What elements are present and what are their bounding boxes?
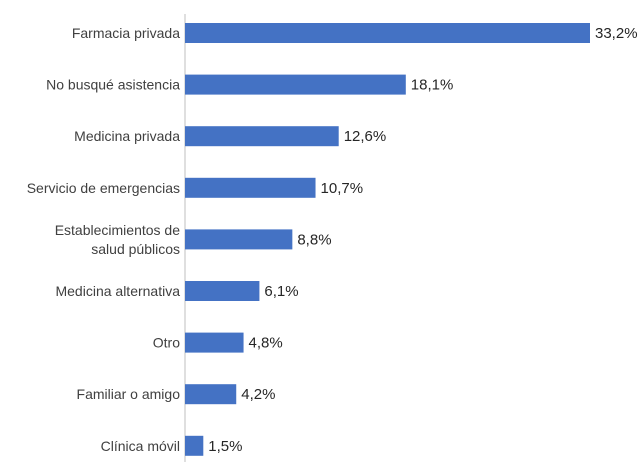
category-label-no-busque-asistencia: No busqué asistencia [46, 77, 180, 93]
data-label-otro: 4,8% [249, 335, 283, 352]
category-label-line: Clínica móvil [101, 438, 180, 454]
data-label-clinica-movil: 1,5% [208, 438, 242, 455]
data-label-servicio-de-emergencias: 10,7% [321, 180, 364, 197]
bar-clinica-movil [185, 435, 204, 456]
bars-group [185, 23, 590, 456]
category-label-medicina-alternativa: Medicina alternativa [55, 283, 180, 299]
data-label-medicina-alternativa: 6,1% [264, 283, 298, 300]
category-label-establecimientos-de-salud-publicos: Establecimientos de salud públicos [55, 222, 181, 257]
bar-medicina-privada [185, 126, 339, 147]
bar-otro [185, 332, 244, 353]
category-label-line: No busqué asistencia [46, 77, 180, 93]
data-label-farmacia-privada: 33,2% [595, 25, 638, 42]
category-label-line: Medicina privada [74, 128, 180, 144]
data-label-no-busque-asistencia: 18,1% [411, 77, 454, 94]
bar-no-busque-asistencia [185, 74, 406, 95]
category-label-line: salud públicos [91, 241, 180, 257]
category-label-familiar-o-amigo: Familiar o amigo [77, 386, 181, 402]
category-label-servicio-de-emergencias: Servicio de emergencias [27, 180, 180, 196]
data-label-familiar-o-amigo: 4,2% [241, 386, 275, 403]
category-label-line: Medicina alternativa [55, 283, 180, 299]
data-label-establecimientos-de-salud-publicos: 8,8% [297, 231, 331, 248]
bar-servicio-de-emergencias [185, 177, 316, 198]
category-label-line: Establecimientos de [55, 222, 181, 238]
category-label-medicina-privada: Medicina privada [74, 128, 180, 144]
bar-establecimientos-de-salud-publicos [185, 229, 293, 250]
category-label-otro: Otro [153, 335, 180, 351]
bar-medicina-alternativa [185, 281, 260, 301]
data-label-medicina-privada: 12,6% [344, 128, 387, 145]
category-label-farmacia-privada: Farmacia privada [72, 25, 180, 41]
bar-farmacia-privada [185, 23, 590, 43]
category-label-line: Familiar o amigo [77, 386, 181, 402]
category-label-line: Servicio de emergencias [27, 180, 180, 196]
category-label-line: Otro [153, 335, 180, 351]
category-labels-group: Farmacia privada No busqué asistencia Medi… [27, 25, 181, 454]
category-label-line: Farmacia privada [72, 25, 180, 41]
bar-familiar-o-amigo [185, 384, 237, 405]
category-label-clinica-movil: Clínica móvil [101, 438, 180, 454]
data-labels-group: 33,2% 18,1% 12,6% 10,7% 8,8% 6,1% 4,8% 4,2% 1,5% [208, 25, 637, 455]
